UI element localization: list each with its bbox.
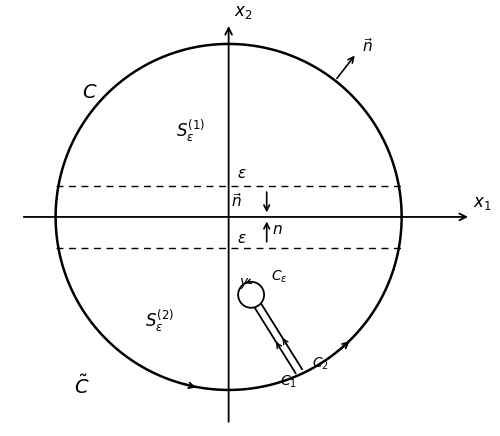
- Text: $C_2$: $C_2$: [312, 355, 330, 372]
- Text: $C_1$: $C_1$: [280, 373, 297, 390]
- Text: $y$: $y$: [238, 276, 250, 291]
- Text: $x_1$: $x_1$: [472, 194, 491, 212]
- Text: $n$: $n$: [272, 222, 282, 237]
- Text: $\varepsilon$: $\varepsilon$: [238, 232, 247, 246]
- Text: $\varepsilon$: $\varepsilon$: [238, 166, 247, 181]
- Text: $S_\varepsilon^{(2)}$: $S_\varepsilon^{(2)}$: [145, 308, 174, 334]
- Text: $\vec{n}$: $\vec{n}$: [362, 37, 373, 54]
- Text: $C$: $C$: [82, 83, 98, 102]
- Text: $x_2$: $x_2$: [234, 3, 252, 21]
- Text: $S_\varepsilon^{(1)}$: $S_\varepsilon^{(1)}$: [176, 117, 205, 143]
- Text: $C_\varepsilon$: $C_\varepsilon$: [271, 268, 287, 285]
- Text: $\tilde{C}$: $\tilde{C}$: [74, 375, 90, 398]
- Text: $\vec{n}$: $\vec{n}$: [232, 192, 242, 210]
